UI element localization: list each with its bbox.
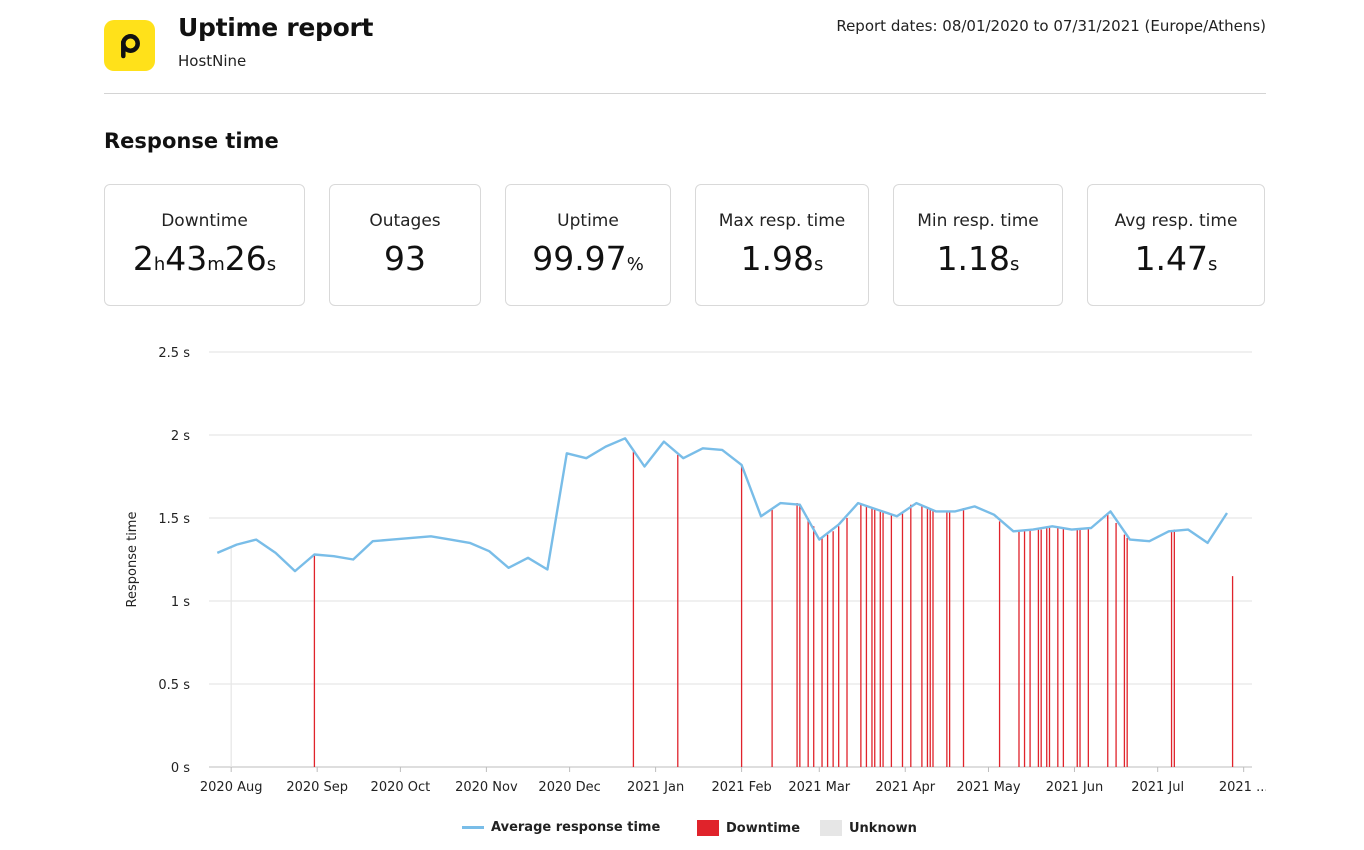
y-axis-title: Response time	[125, 512, 140, 608]
x-tick-label: 2021 Feb	[711, 780, 771, 795]
response-time-chart: 0 s 0.5 s 1 s 1.5 s 2 s 2.5 s Response time 202…	[125, 346, 1266, 795]
stat-number: 1.47	[1134, 239, 1209, 278]
x-tick-label: 2020 Dec	[538, 780, 600, 795]
stat-label: Outages	[369, 211, 441, 231]
average-response-time-line	[216, 437, 1229, 573]
stat-unit: m	[207, 254, 225, 275]
stat-label: Min resp. time	[917, 211, 1039, 231]
stat-unit: s	[266, 254, 277, 275]
stat-value: 1.47s	[1088, 239, 1264, 285]
x-tick-label: 2021 ...	[1219, 780, 1266, 795]
chart-legend: Average response time Downtime Unknown	[0, 820, 1364, 840]
stat-number: 93	[384, 239, 426, 278]
stat-card-outages: Outages 93	[329, 184, 481, 306]
app-logo	[104, 20, 155, 71]
stat-value: 1.98s	[696, 239, 868, 285]
y-tick-label: 0 s	[171, 761, 190, 776]
stat-label: Uptime	[557, 211, 619, 231]
stat-number: 43	[165, 239, 208, 278]
legend-label: Downtime	[726, 820, 801, 836]
legend-item-downtime: Downtime	[697, 820, 800, 836]
stat-unit: s	[814, 254, 824, 275]
x-tick-label: 2021 Jun	[1046, 780, 1104, 795]
stat-unit: %	[626, 254, 644, 275]
x-tick-label: 2020 Sep	[286, 780, 348, 795]
stat-label: Avg resp. time	[1114, 211, 1238, 231]
x-tick-label: 2021 May	[956, 780, 1020, 795]
section-title: Response time	[104, 129, 279, 153]
stat-card-avg-resp-time: Avg resp. time 1.47s	[1087, 184, 1265, 306]
stat-card-uptime: Uptime 99.97%	[505, 184, 671, 306]
legend-box-swatch	[697, 820, 719, 836]
stat-label: Downtime	[161, 211, 248, 231]
stat-unit: s	[1208, 254, 1218, 275]
stat-card-downtime: Downtime 2h43m26s	[104, 184, 305, 306]
stat-card-min-resp-time: Min resp. time 1.18s	[893, 184, 1063, 306]
stat-unit: s	[1010, 254, 1020, 275]
y-tick-label: 1 s	[171, 595, 190, 610]
legend-label: Average response time	[491, 820, 661, 835]
stat-number: 26	[224, 239, 267, 278]
stat-value: 93	[330, 239, 480, 279]
stat-number: 1.18	[936, 239, 1011, 278]
report-title: Uptime report	[178, 13, 374, 42]
stat-number: 99.97	[532, 239, 627, 278]
x-tick-label: 2021 Jan	[627, 780, 684, 795]
legend-line-swatch	[462, 826, 484, 829]
stat-value: 99.97%	[506, 239, 670, 285]
report-dates: Report dates: 08/01/2020 to 07/31/2021 (…	[836, 17, 1266, 35]
y-tick-label: 1.5 s	[158, 512, 190, 527]
x-tick-label: 2020 Nov	[455, 780, 518, 795]
legend-item-unknown: Unknown	[820, 820, 917, 836]
header-divider	[104, 93, 1266, 94]
y-tick-label: 2.5 s	[158, 346, 190, 361]
report-subtitle: HostNine	[178, 52, 247, 70]
legend-box-swatch	[820, 820, 842, 836]
stat-card-max-resp-time: Max resp. time 1.98s	[695, 184, 869, 306]
y-tick-label: 0.5 s	[158, 678, 190, 693]
x-tick-label: 2020 Aug	[200, 780, 263, 795]
x-tick-label: 2021 Apr	[875, 780, 935, 795]
stat-number: 2	[132, 239, 154, 278]
x-tick-label: 2021 Mar	[788, 780, 850, 795]
p-logo-icon	[121, 34, 140, 59]
stat-value: 1.18s	[894, 239, 1062, 285]
stat-label: Max resp. time	[718, 211, 846, 231]
x-tick-label: 2020 Oct	[371, 780, 431, 795]
legend-item-average-response-time: Average response time	[462, 820, 660, 835]
y-tick-label: 2 s	[171, 429, 190, 444]
stat-number: 1.98	[740, 239, 815, 278]
x-tick-label: 2021 Jul	[1131, 780, 1184, 795]
legend-label: Unknown	[849, 820, 917, 836]
stat-value: 2h43m26s	[105, 239, 304, 285]
stat-unit: h	[153, 254, 166, 275]
